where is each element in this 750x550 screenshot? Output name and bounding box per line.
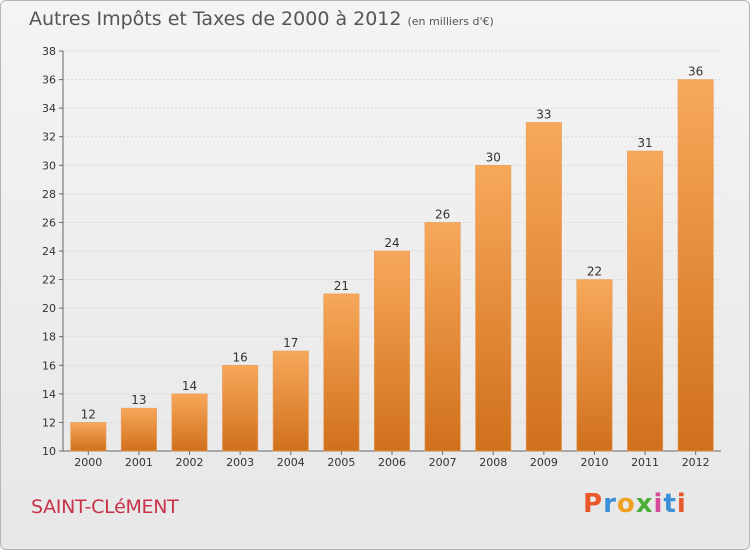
x-tick-label: 2005	[327, 456, 355, 469]
data-label: 24	[384, 236, 399, 250]
data-label: 12	[81, 407, 96, 421]
logo-letter: r	[603, 489, 617, 519]
bar	[171, 393, 208, 452]
x-tick-label: 2006	[378, 456, 406, 469]
bar	[677, 79, 714, 452]
bar	[424, 222, 461, 452]
x-tick-label: 2002	[176, 456, 204, 469]
y-tick-label: 32	[42, 131, 56, 144]
y-tick-label: 38	[42, 45, 56, 58]
data-label: 30	[486, 150, 501, 164]
data-label: 22	[587, 265, 602, 279]
logo-letter: i	[653, 489, 664, 519]
bar	[222, 364, 259, 452]
labels: 10 12 14 16 18 20 22 24 26 28 30 32 34 36 38 2000 12 2001…	[42, 45, 710, 469]
bar	[70, 422, 107, 452]
y-tick-label: 10	[42, 445, 56, 458]
logo-letter: o	[616, 489, 636, 519]
x-tick-label: 2012	[682, 456, 710, 469]
bar	[272, 350, 309, 452]
bar	[475, 164, 512, 452]
x-tick-label: 2008	[479, 456, 507, 469]
data-label: 17	[283, 336, 298, 350]
y-tick-label: 26	[42, 216, 56, 229]
y-tick-label: 30	[42, 159, 56, 172]
y-tick-label: 28	[42, 188, 56, 201]
proxiti-logo: Proxiti	[583, 489, 687, 519]
y-tick-label: 34	[42, 102, 56, 115]
data-label: 14	[182, 379, 197, 393]
data-label: 36	[688, 65, 703, 79]
logo-letter: i	[676, 489, 687, 519]
y-tick-label: 12	[42, 416, 56, 429]
y-tick-label: 22	[42, 274, 56, 287]
bar	[373, 250, 411, 452]
y-tick-label: 24	[42, 245, 56, 258]
x-tick-label: 2004	[277, 456, 305, 469]
bar	[576, 279, 613, 452]
commune-name: SAINT-CLéMENT	[31, 496, 179, 518]
x-tick-label: 2007	[429, 456, 457, 469]
data-label: 13	[131, 393, 146, 407]
data-label: 16	[233, 350, 248, 364]
bar	[323, 293, 360, 452]
chart-subtitle: (en milliers d'€)	[407, 15, 494, 28]
y-tick-label: 18	[42, 331, 56, 344]
x-tick-label: 2009	[530, 456, 558, 469]
x-tick-label: 2003	[226, 456, 254, 469]
chart-title: Autres Impôts et Taxes de 2000 à 2012 (en…	[29, 8, 494, 30]
data-label: 31	[637, 136, 652, 150]
y-tick-label: 36	[42, 74, 56, 87]
x-tick-label: 2010	[580, 456, 608, 469]
x-tick-label: 2000	[74, 456, 102, 469]
data-label: 33	[536, 107, 551, 121]
bar	[525, 122, 562, 452]
bars	[70, 79, 714, 452]
y-tick-label: 16	[42, 359, 56, 372]
logo-letter: P	[583, 489, 604, 519]
y-tick-label: 20	[42, 302, 56, 315]
x-tick-label: 2001	[125, 456, 153, 469]
logo-letter: x	[635, 489, 654, 519]
y-tick-label: 14	[42, 388, 56, 401]
x-tick-label: 2011	[631, 456, 659, 469]
bar	[120, 407, 157, 452]
logo-letter: t	[663, 489, 677, 519]
data-label: 21	[334, 279, 349, 293]
chart-title-text: Autres Impôts et Taxes de 2000 à 2012	[29, 8, 402, 30]
bar	[627, 150, 664, 452]
data-label: 26	[435, 207, 450, 221]
